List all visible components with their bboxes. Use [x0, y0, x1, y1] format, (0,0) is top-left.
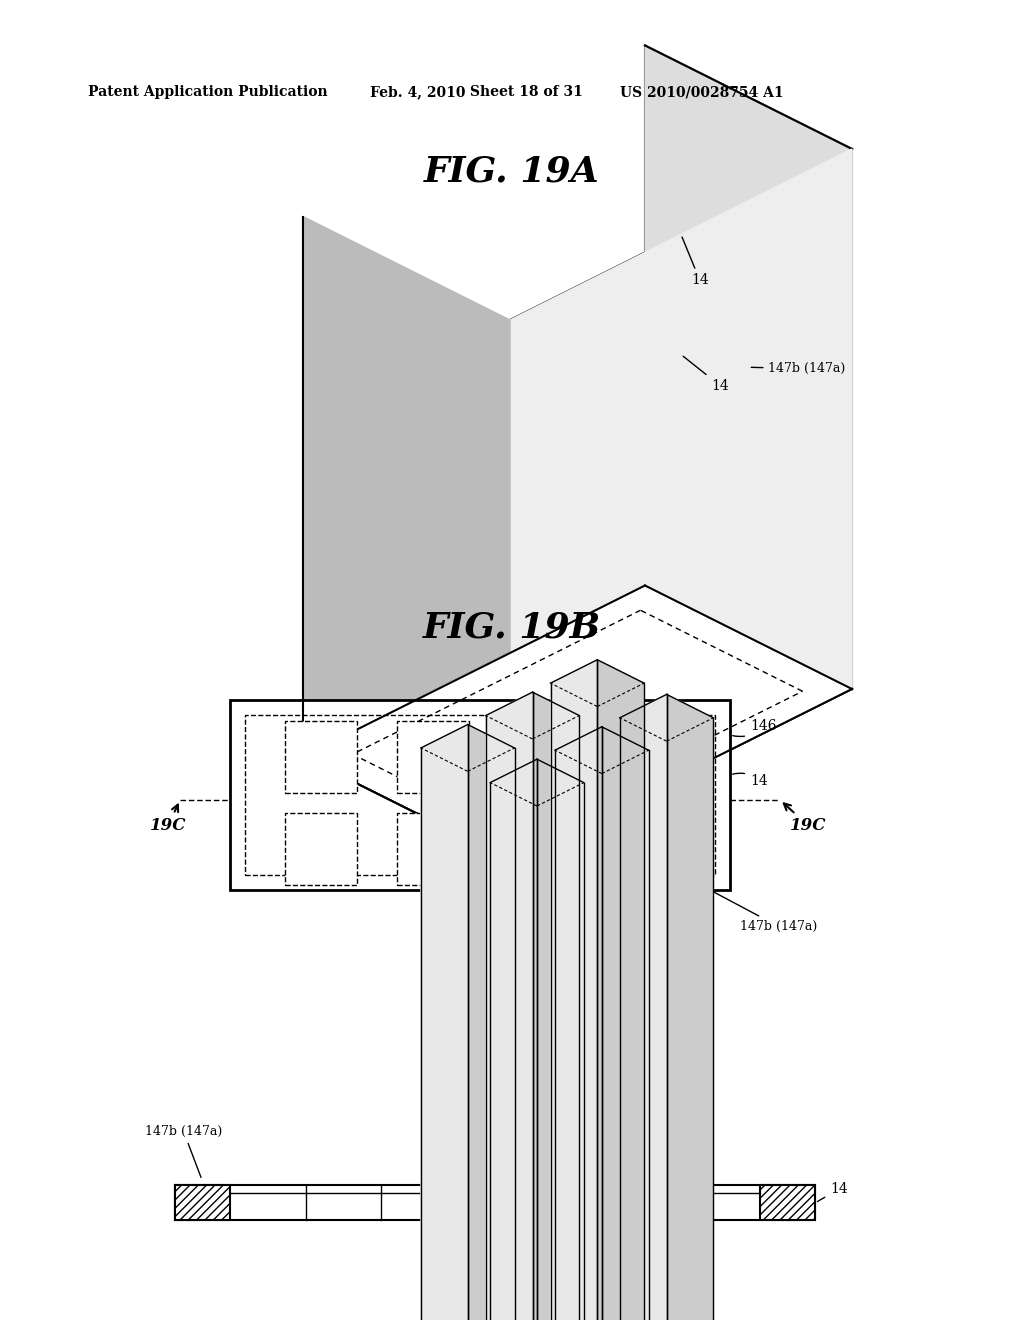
Text: Sheet 18 of 31: Sheet 18 of 31: [470, 84, 583, 99]
Text: 14: 14: [683, 356, 729, 392]
Bar: [175, 1185, 230, 1220]
Text: 147b (147a): 147b (147a): [752, 362, 846, 375]
Polygon shape: [597, 660, 644, 1320]
Bar: [760, 1185, 815, 1220]
Polygon shape: [490, 759, 537, 1320]
Bar: [509, 721, 581, 793]
Bar: [245, 715, 715, 875]
Polygon shape: [532, 692, 580, 1320]
Polygon shape: [620, 694, 667, 1320]
Text: US 2010/0028754 A1: US 2010/0028754 A1: [620, 84, 783, 99]
Bar: [509, 813, 581, 884]
Text: 146: 146: [733, 719, 776, 737]
Polygon shape: [645, 45, 852, 689]
Text: 146: 146: [497, 1125, 552, 1177]
Polygon shape: [667, 694, 714, 1320]
Polygon shape: [537, 759, 584, 1320]
Polygon shape: [551, 660, 597, 1320]
Polygon shape: [602, 727, 648, 1320]
Bar: [285, 721, 357, 793]
Polygon shape: [421, 725, 468, 1320]
Text: FIG. 19A: FIG. 19A: [424, 154, 600, 189]
Text: 14: 14: [682, 238, 709, 288]
Polygon shape: [555, 727, 602, 1320]
Text: FIG. 19C: FIG. 19C: [424, 1005, 600, 1039]
Bar: [230, 700, 730, 890]
Text: 14: 14: [817, 1181, 848, 1201]
Text: 147b (147a): 147b (147a): [713, 891, 817, 933]
Bar: [285, 813, 357, 884]
Text: 14: 14: [732, 774, 768, 788]
Polygon shape: [468, 725, 514, 1320]
Text: Patent Application Publication: Patent Application Publication: [88, 84, 328, 99]
Text: FIG. 19B: FIG. 19B: [423, 610, 601, 644]
Polygon shape: [485, 692, 532, 1320]
Polygon shape: [303, 586, 852, 861]
Text: 147b (147a): 147b (147a): [145, 1125, 222, 1177]
Bar: [397, 721, 469, 793]
Text: 14: 14: [465, 1225, 494, 1272]
Polygon shape: [510, 149, 852, 861]
Polygon shape: [303, 216, 510, 861]
Bar: [397, 813, 469, 884]
Text: 19C: 19C: [150, 805, 186, 834]
Bar: [175, 1185, 815, 1220]
Text: Feb. 4, 2010: Feb. 4, 2010: [370, 84, 466, 99]
Text: 19C: 19C: [783, 804, 826, 834]
